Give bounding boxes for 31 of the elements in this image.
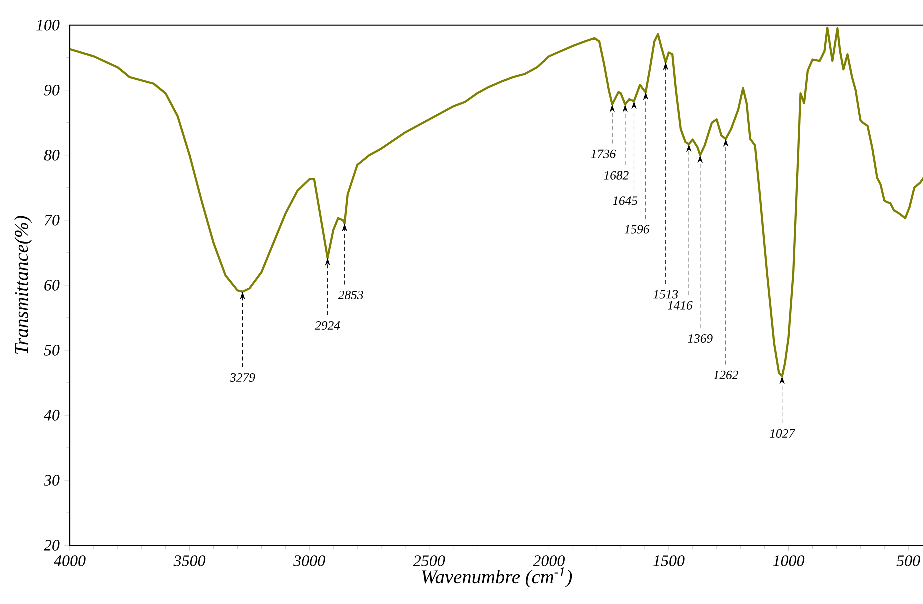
y-tick-label: 70 [44, 214, 60, 226]
x-tick-label: 3000 [294, 555, 326, 566]
x-tick-label: 1500 [654, 555, 685, 566]
y-tick-label: 80 [44, 150, 60, 161]
annotation: 3279 [230, 373, 256, 382]
annotation: 1513 [654, 290, 678, 299]
x-tick-label: 3500 [174, 555, 206, 566]
y-tick-label: 20 [44, 540, 60, 551]
annotation: 1027 [770, 429, 796, 438]
annotation: 1736 [591, 150, 616, 158]
y-tick-label: 100 [36, 20, 60, 31]
annotation: 1645 [613, 196, 638, 206]
annotation: 1596 [624, 225, 650, 234]
x-axis-title: Wavenumbre (cm$^{-1}$) [422, 567, 572, 588]
y-tick-label: 50 [44, 344, 60, 356]
x-tick-label: 2000 [533, 555, 565, 566]
annotation: 1262 [714, 370, 738, 380]
y-tick-label: 90 [44, 84, 60, 96]
annotation: 1369 [688, 334, 713, 343]
annotation: 2853 [338, 290, 364, 300]
annotation: 1416 [668, 301, 693, 310]
x-tick-label: 1000 [773, 555, 805, 566]
x-tick-label: 2500 [413, 555, 446, 566]
annotation: 1682 [604, 171, 629, 180]
annotation: 2924 [315, 321, 340, 330]
y-tick-label: 40 [44, 410, 60, 421]
y-axis-title: Transmittance(%) [14, 216, 32, 354]
x-tick-label: 500 [896, 555, 920, 566]
x-tick-label: 4000 [54, 555, 86, 566]
y-tick-label: 60 [44, 280, 60, 291]
y-tick-label: 30 [44, 474, 60, 486]
